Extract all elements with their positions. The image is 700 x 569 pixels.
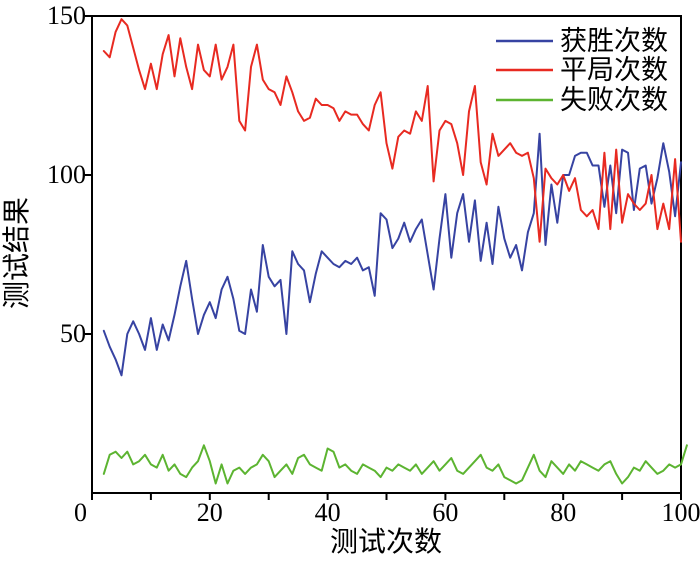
legend-label-draws: 平局次数 [560, 55, 668, 85]
legend-label-wins: 获胜次数 [560, 26, 668, 56]
legend-item-losses: 失败次数 [496, 85, 668, 115]
series-lines [102, 18, 688, 485]
x-tick-label: 80 [550, 498, 576, 527]
x-tick-labels: 20 40 60 80 100 0 [74, 498, 700, 527]
y-tick-labels: 50 100 150 [47, 1, 86, 348]
y-tick-label: 50 [60, 319, 86, 348]
wins-line [102, 132, 682, 377]
y-tick-label: 100 [47, 160, 86, 189]
x-tick-label: 40 [315, 498, 341, 527]
legend-item-draws: 平局次数 [496, 55, 668, 85]
y-ticks [85, 15, 92, 335]
legend-item-wins: 获胜次数 [496, 26, 668, 56]
x-tick-label: 20 [197, 498, 223, 527]
legend-label-losses: 失败次数 [560, 85, 668, 115]
x-ticks [91, 493, 682, 500]
x-axis-label: 测试次数 [330, 526, 442, 558]
y-tick-label: 150 [47, 1, 86, 30]
draws-line [102, 18, 682, 243]
losses-line [102, 444, 688, 485]
legend: 获胜次数 平局次数 失败次数 [496, 26, 668, 115]
y-axis-label: 测试结果 [1, 197, 33, 309]
x-tick-label: 60 [432, 498, 458, 527]
x-tick-label: 100 [662, 498, 700, 527]
origin-tick-label: 0 [74, 498, 87, 527]
